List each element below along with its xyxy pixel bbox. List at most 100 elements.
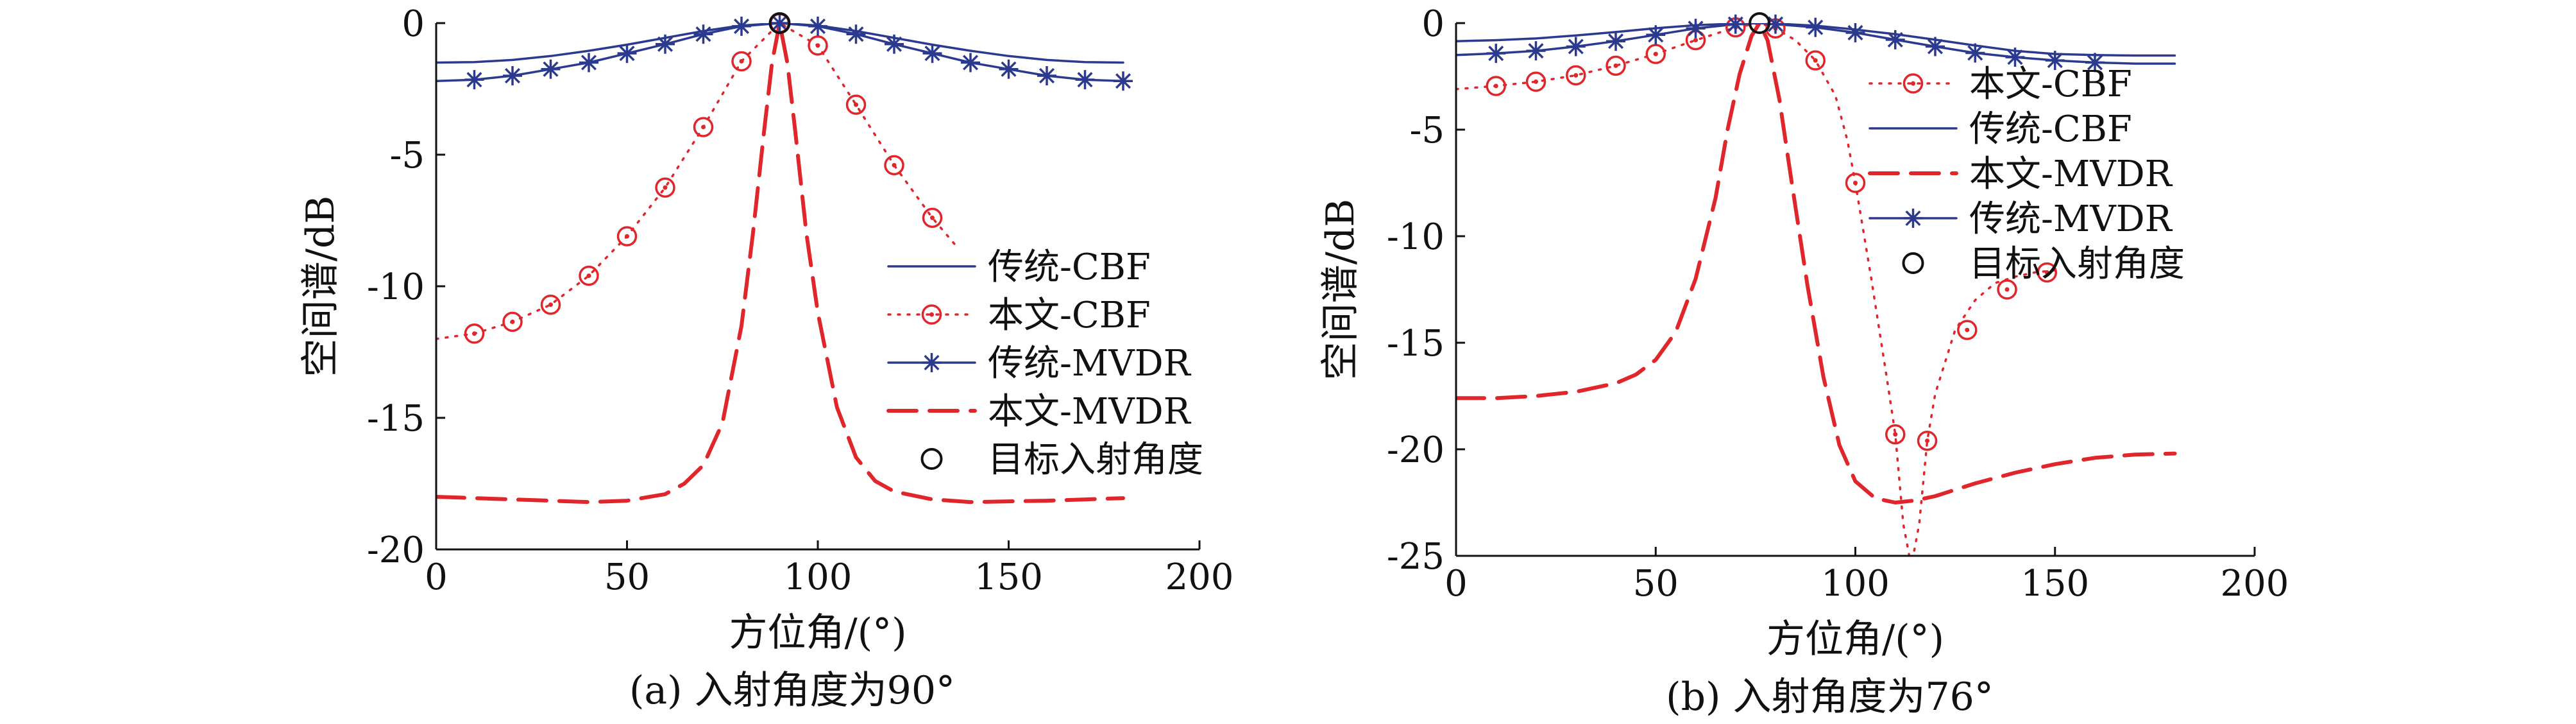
data-point-prop_cbf — [1845, 173, 1866, 193]
data-point-prop_cbf-center — [2044, 270, 2049, 275]
legend-marker-trad_mvdr — [1903, 209, 1923, 228]
data-point-prop_cbf-center — [1813, 58, 1818, 63]
data-point-prop_cbf-center — [1965, 327, 1970, 332]
legend-label-trad_cbf: 传统-CBF — [988, 246, 1151, 288]
data-point-prop_cbf — [579, 265, 599, 286]
data-point-prop_cbf-center — [739, 58, 744, 64]
data-point-prop_cbf — [655, 177, 675, 198]
data-point-prop_cbf-center — [892, 162, 897, 168]
data-point-prop_cbf — [1525, 71, 1546, 92]
data-point-trad_mvdr — [885, 34, 904, 54]
legend-label-prop_cbf: 本文-CBF — [1969, 64, 2132, 105]
data-point-prop_cbf-center — [663, 185, 668, 190]
x-tick-label: 200 — [2221, 563, 2289, 605]
data-point-prop_cbf-center — [1925, 438, 1930, 444]
data-point-prop_cbf — [540, 294, 561, 315]
x-tick-label: 100 — [1821, 563, 1890, 605]
y-tick-label: -5 — [1409, 110, 1445, 151]
data-point-prop_cbf-center — [1853, 180, 1858, 185]
legend-marker-prop_cbf-center — [1911, 81, 1915, 86]
data-point-trad_mvdr — [1686, 19, 1706, 39]
x-tick-label: 150 — [2021, 563, 2089, 605]
y-tick-label: -5 — [389, 135, 425, 177]
data-point-trad_mvdr — [2045, 51, 2065, 71]
data-point-prop_cbf — [2037, 262, 2058, 283]
data-point-trad_mvdr — [2005, 47, 2025, 67]
y-tick-label: 0 — [402, 3, 425, 45]
data-point-prop_cbf-center — [586, 273, 591, 279]
legend-label-trad_mvdr: 传统-MVDR — [1969, 198, 2173, 240]
y-tick-label: -20 — [1387, 429, 1445, 471]
data-point-prop_cbf — [1957, 320, 1978, 340]
data-point-prop_cbf — [1885, 424, 1906, 445]
chart-caption: (a) 入射角度为90° — [629, 668, 955, 713]
data-point-prop_cbf — [1486, 76, 1506, 96]
data-point-prop_cbf — [1645, 44, 1666, 64]
x-tick-label: 0 — [425, 556, 448, 598]
legend-label-prop_mvdr: 本文-MVDR — [1969, 153, 2173, 195]
x-tick-label: 0 — [1445, 563, 1468, 605]
data-point-trad_mvdr — [503, 66, 522, 85]
data-point-trad_mvdr — [1965, 43, 1985, 63]
legend-label-trad_cbf: 传统-CBF — [1969, 108, 2132, 150]
legend-marker-target — [1902, 252, 1924, 274]
x-tick-label: 50 — [604, 556, 650, 598]
y-tick-label: -25 — [1387, 536, 1445, 578]
data-point-prop_cbf-center — [701, 125, 706, 130]
data-point-trad_mvdr — [1526, 41, 1546, 61]
data-point-trad_mvdr — [732, 16, 751, 36]
x-axis-label: 方位角/(°) — [1767, 617, 1944, 662]
data-point-prop_cbf — [464, 323, 485, 344]
legend-marker-target — [920, 448, 943, 470]
data-point-prop_cbf — [808, 35, 828, 56]
data-point-trad_mvdr — [1885, 30, 1905, 49]
data-point-trad_mvdr — [579, 53, 598, 73]
data-point-trad_mvdr — [1646, 25, 1666, 45]
data-point-prop_cbf-center — [1534, 79, 1538, 84]
data-point-trad_mvdr — [999, 59, 1019, 79]
y-tick-label: -10 — [367, 266, 425, 308]
data-point-trad_mvdr — [617, 44, 637, 64]
legend-label-prop_mvdr: 本文-MVDR — [988, 391, 1192, 433]
series-line-trad_cbf — [436, 23, 1124, 64]
legend: 传统-CBF 本文-CBF 传统-MVDR 本文-MVDR 目标入射角度 — [886, 246, 1203, 481]
data-point-prop_cbf — [693, 117, 714, 137]
data-point-trad_mvdr — [1926, 37, 1945, 56]
data-point-trad_mvdr — [1566, 37, 1586, 56]
legend-label-target: 目标入射角度 — [1969, 243, 2185, 285]
data-point-prop_cbf-center — [1573, 73, 1579, 78]
y-tick-label: -15 — [367, 398, 425, 440]
series-line-prop_mvdr — [1456, 23, 2177, 504]
data-point-prop_cbf-center — [854, 102, 858, 107]
x-tick-label: 100 — [784, 556, 852, 598]
data-point-trad_mvdr — [1486, 44, 1506, 64]
data-point-prop_cbf — [1997, 279, 2017, 300]
data-point-trad_mvdr — [693, 24, 713, 44]
legend-marker-prop_cbf — [921, 304, 942, 325]
data-point-prop_cbf — [1805, 50, 1826, 71]
data-point-prop_cbf-center — [2004, 287, 2010, 292]
data-point-prop_cbf-center — [1893, 432, 1898, 437]
legend-marker-prop_cbf-center — [929, 312, 934, 317]
data-point-prop_cbf-center — [1613, 63, 1618, 68]
data-point-trad_mvdr — [1075, 70, 1095, 90]
data-point-prop_cbf — [731, 51, 752, 72]
data-point-trad_mvdr — [1114, 71, 1133, 91]
data-point-prop_cbf-center — [1693, 38, 1698, 43]
data-point-trad_mvdr — [846, 24, 866, 44]
data-point-prop_cbf-center — [815, 43, 820, 48]
data-point-prop_cbf — [922, 207, 943, 228]
y-tick-label: -15 — [1387, 323, 1445, 365]
series-line-prop_mvdr — [436, 23, 1125, 504]
data-point-trad_mvdr — [1725, 14, 1745, 34]
markers-group-1 — [1486, 12, 2105, 451]
data-point-prop_cbf — [1606, 55, 1626, 76]
markers-group-0 — [464, 12, 1133, 344]
data-point-trad_mvdr — [656, 34, 675, 54]
y-axis-label: 空间谱/dB — [1318, 199, 1363, 381]
data-point-trad_mvdr — [2085, 53, 2105, 73]
data-point-prop_cbf — [845, 94, 867, 115]
